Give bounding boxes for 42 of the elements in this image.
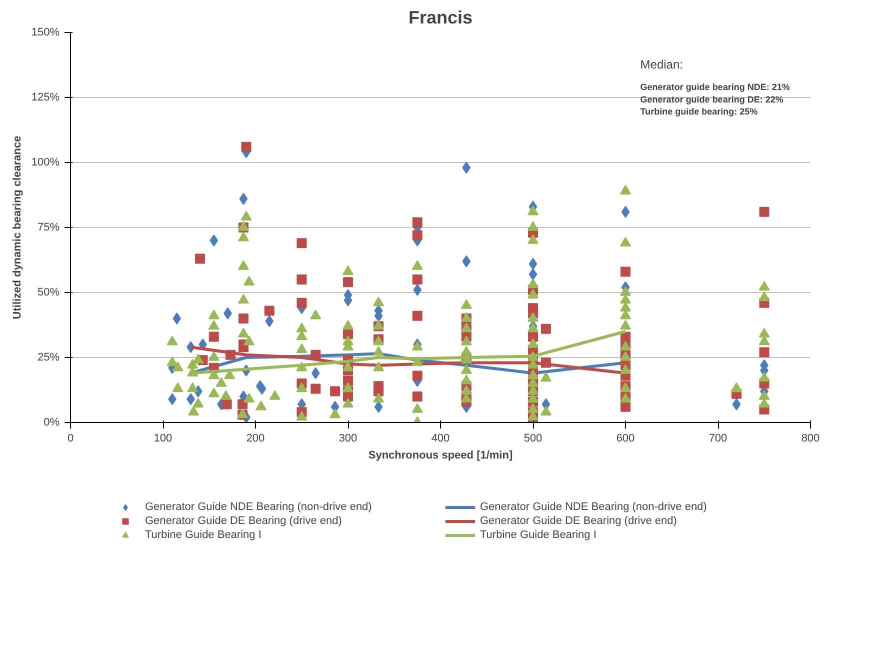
y-axis-title: Utilized dynamic bearing clearance <box>11 136 24 320</box>
y-tick-label: 100% <box>31 156 60 168</box>
point <box>528 268 538 280</box>
point <box>462 162 471 174</box>
point <box>210 234 218 246</box>
legend-label: Generator Guide NDE Bearing (non-drive end) <box>480 500 708 514</box>
legend-label: Generator Guide NDE Bearing (non-drive end) <box>145 500 373 514</box>
legend-label: Generator Guide DE Bearing (drive end) <box>480 514 678 528</box>
x-tick-label: 200 <box>246 432 265 444</box>
y-tick-label: 150% <box>31 26 60 38</box>
y-tick-label: 75% <box>37 222 60 234</box>
x-tick-label: 500 <box>524 432 542 444</box>
annotation: Median: <box>640 58 684 72</box>
y-tick-label: 50% <box>37 286 60 298</box>
point <box>258 382 266 395</box>
point <box>265 315 274 328</box>
y-tick-label: 25% <box>37 352 60 364</box>
x-tick-label: 600 <box>616 432 635 444</box>
y-tick-label: 0% <box>44 416 60 428</box>
point <box>413 284 422 296</box>
x-tick-label: 100 <box>154 432 172 444</box>
point <box>311 367 320 380</box>
legend-label: Turbine Guide Bearing I <box>480 528 598 542</box>
x-tick-label: 0 <box>67 432 74 444</box>
x-axis-title: Synchronous speed [1/min] <box>368 450 513 462</box>
point <box>239 192 248 205</box>
y-tick-label: 125% <box>31 92 60 104</box>
x-tick-label: 800 <box>801 432 820 444</box>
legend-label: Generator Guide DE Bearing (drive end) <box>145 514 343 528</box>
point <box>528 258 538 270</box>
point <box>462 255 471 268</box>
x-tick-label: 400 <box>431 432 450 444</box>
x-tick-label: 300 <box>338 432 358 444</box>
annotation: Turbine guide bearing: 25% <box>640 106 758 117</box>
annotation: Generator guide bearing NDE: 21% <box>640 82 790 92</box>
point <box>732 398 741 410</box>
x-tick-label: 700 <box>708 432 728 444</box>
point <box>172 312 182 324</box>
point <box>621 206 630 218</box>
legend-label: Turbine Guide Bearing I <box>145 528 262 542</box>
chart-title: Francis <box>408 8 473 28</box>
annotation: Generator guide bearing DE: 22% <box>640 94 784 104</box>
